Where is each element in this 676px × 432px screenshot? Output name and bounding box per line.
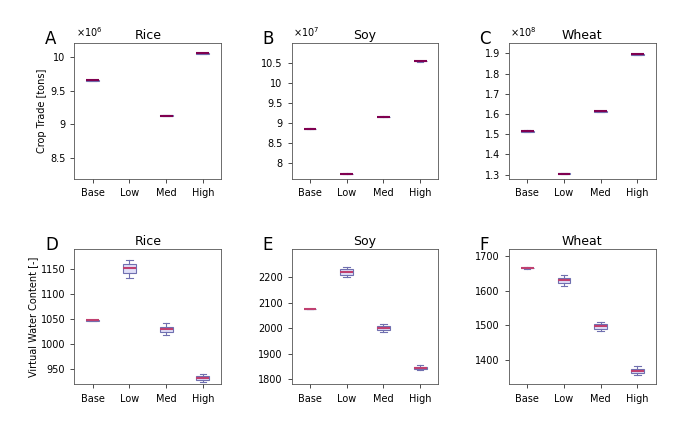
Text: F: F xyxy=(479,235,489,254)
PathPatch shape xyxy=(340,270,353,275)
PathPatch shape xyxy=(594,324,607,329)
PathPatch shape xyxy=(558,277,571,283)
Title: Rice: Rice xyxy=(135,235,162,248)
Text: ×10$^{6}$: ×10$^{6}$ xyxy=(76,25,102,39)
Text: ×10$^{7}$: ×10$^{7}$ xyxy=(293,25,320,39)
PathPatch shape xyxy=(631,54,644,55)
Title: Wheat: Wheat xyxy=(562,29,602,42)
Title: Rice: Rice xyxy=(135,29,162,42)
Text: C: C xyxy=(479,30,491,48)
PathPatch shape xyxy=(377,327,390,330)
Title: Wheat: Wheat xyxy=(562,235,602,248)
PathPatch shape xyxy=(87,80,99,81)
PathPatch shape xyxy=(197,376,210,381)
PathPatch shape xyxy=(87,320,99,321)
Title: Soy: Soy xyxy=(354,235,377,248)
Title: Soy: Soy xyxy=(354,29,377,42)
PathPatch shape xyxy=(123,264,136,273)
Text: D: D xyxy=(45,235,58,254)
Text: B: B xyxy=(262,30,274,48)
PathPatch shape xyxy=(160,115,172,116)
PathPatch shape xyxy=(414,367,427,369)
Text: ×10$^{8}$: ×10$^{8}$ xyxy=(510,25,537,39)
Y-axis label: Virtual Water Content [-]: Virtual Water Content [-] xyxy=(28,257,38,377)
PathPatch shape xyxy=(521,268,533,269)
PathPatch shape xyxy=(197,53,210,54)
Text: A: A xyxy=(45,30,56,48)
Y-axis label: Crop Trade [tons]: Crop Trade [tons] xyxy=(37,69,47,153)
PathPatch shape xyxy=(594,111,607,112)
PathPatch shape xyxy=(558,173,571,174)
PathPatch shape xyxy=(631,368,644,373)
PathPatch shape xyxy=(160,327,172,332)
Text: E: E xyxy=(262,235,272,254)
